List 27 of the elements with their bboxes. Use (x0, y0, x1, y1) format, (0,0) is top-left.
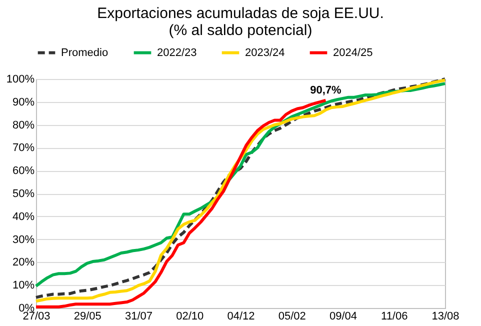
x-tick-label: 27/03 (22, 310, 50, 322)
x-tick-label: 09/04 (329, 310, 358, 322)
legend-label: 2024/25 (333, 46, 373, 59)
legend-label: 2023/24 (245, 46, 285, 59)
x-tick-label: 29/05 (74, 310, 102, 322)
text: (% al saldo potencial) (168, 22, 312, 39)
annotation: 90,7% (310, 84, 342, 96)
y-tick-label: 80% (12, 119, 35, 132)
y-tick-label: 60% (12, 165, 35, 178)
text: Exportaciones acumuladas de soja EE.UU. (97, 5, 384, 22)
x-tick-label: 13/08 (432, 310, 460, 322)
y-tick-label: 100% (6, 74, 35, 86)
y-tick-label: 20% (12, 256, 35, 269)
x-tick-label: 04/12 (227, 310, 255, 322)
y-tick-label: 70% (12, 142, 35, 154)
y-tick-label: 90% (12, 96, 35, 108)
y-tick-label: 50% (12, 188, 35, 200)
legend-label: Promedio (61, 46, 108, 59)
legend-label: 2022/23 (157, 46, 197, 59)
x-tick-label: 05/02 (278, 310, 306, 322)
y-tick-label: 40% (12, 210, 35, 223)
line-series (34, 98, 328, 308)
y-tick-label: 30% (12, 234, 35, 246)
x-tick-label: 31/07 (124, 310, 153, 322)
x-tick-label: 02/10 (176, 310, 204, 322)
y-tick-label: 10% (12, 280, 35, 292)
x-tick-label: 11/06 (381, 310, 408, 322)
